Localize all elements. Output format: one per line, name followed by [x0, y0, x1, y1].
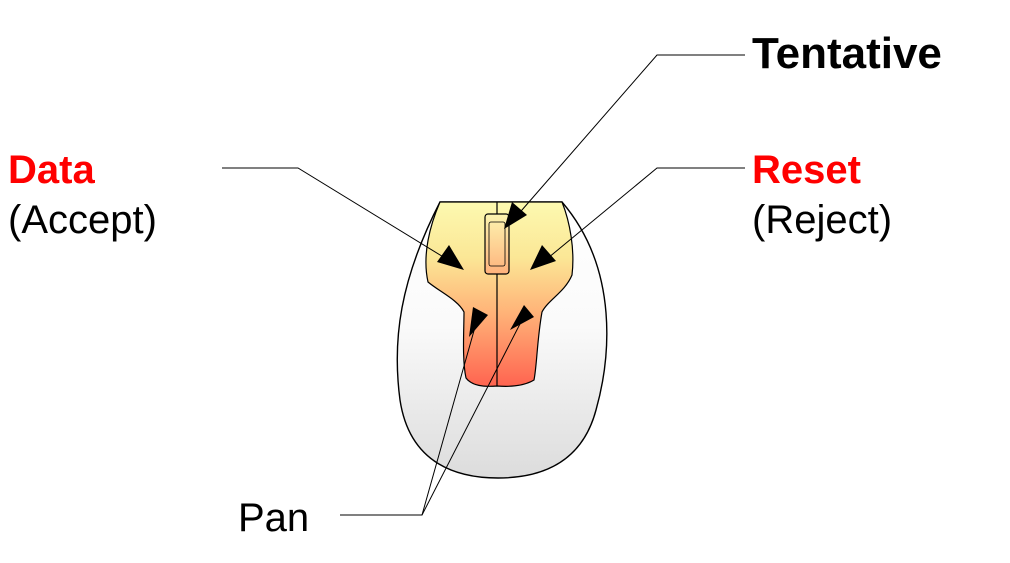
arrowhead-pan-right-icon	[510, 305, 534, 330]
label-pan: Pan	[238, 496, 310, 540]
arrowhead-data-icon	[437, 245, 464, 270]
label-reject: (Reject)	[752, 198, 893, 242]
leader-line-tentative	[514, 54, 745, 219]
arrowhead-tentative-icon	[504, 202, 527, 229]
label-data: Data	[8, 148, 95, 192]
label-tentative: Tentative	[752, 29, 942, 78]
leader-line-reset	[547, 167, 745, 259]
leader-line-pan-right	[421, 319, 523, 516]
scroll-wheel-inner	[488, 221, 506, 267]
arrowhead-reset-icon	[530, 245, 556, 270]
label-reset: Reset	[752, 148, 861, 192]
leader-line-data	[222, 167, 446, 259]
label-accept: (Accept)	[8, 198, 157, 242]
scroll-wheel-icon	[484, 213, 510, 275]
arrowhead-pan-left-icon	[469, 307, 488, 337]
